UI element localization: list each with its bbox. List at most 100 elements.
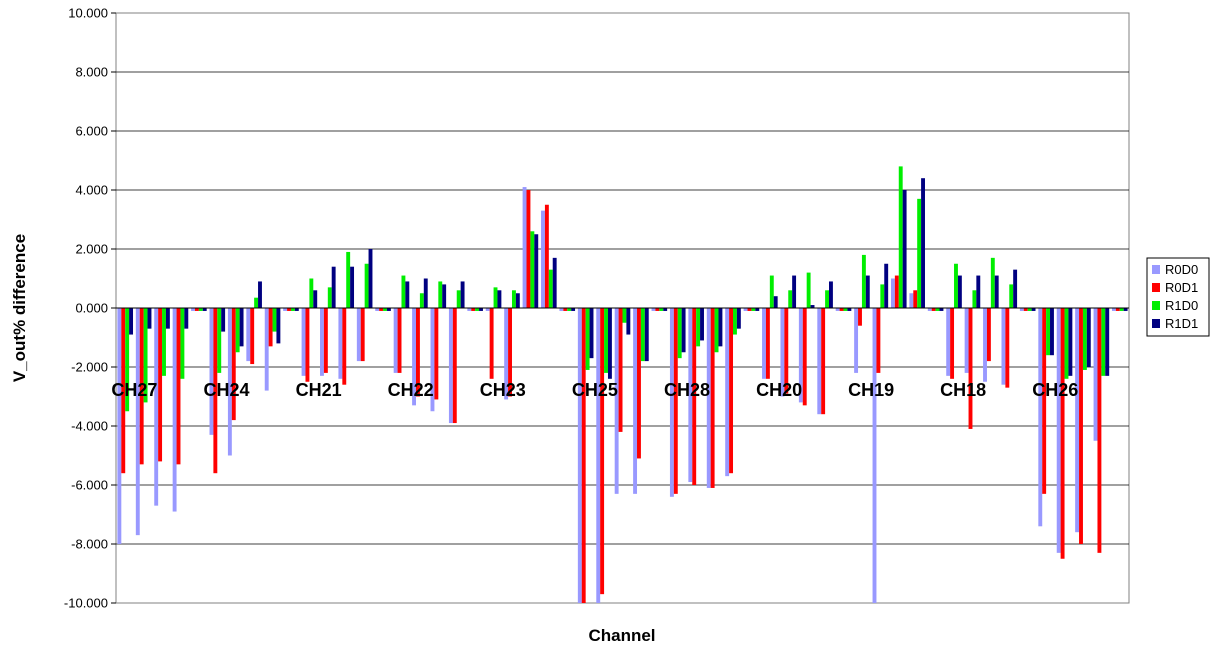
- bar-r1d0: [714, 308, 719, 353]
- bar-r0d0: [448, 308, 453, 424]
- bar-r1d0: [585, 308, 590, 370]
- bar-r1d1: [902, 190, 907, 308]
- bar-r1d1: [331, 266, 336, 308]
- bar-r0d1: [452, 308, 457, 424]
- bar-r0d0: [264, 308, 269, 391]
- bar-r1d0: [696, 308, 701, 347]
- bar-r1d1: [239, 308, 244, 347]
- y-tick-label: 2.000: [75, 242, 108, 257]
- bar-r1d1: [736, 308, 741, 329]
- bar-r1d0: [990, 257, 995, 308]
- bar-r0d1: [526, 190, 531, 308]
- bar-r0d1: [637, 308, 641, 459]
- x-axis-title: Channel: [588, 626, 655, 645]
- bar-r0d0: [559, 308, 564, 311]
- bar-r1d1: [626, 308, 631, 335]
- bar-r1d0: [235, 308, 240, 353]
- bar-r0d0: [541, 210, 545, 308]
- bar-r1d1: [534, 234, 539, 308]
- bar-r1d1: [202, 308, 207, 311]
- bar-r0d1: [839, 308, 844, 311]
- bar-r0d0: [209, 308, 214, 435]
- bar-r0d1: [342, 308, 347, 385]
- bar-r0d0: [706, 308, 711, 488]
- bar-r0d1: [250, 308, 255, 365]
- category-label: CH20: [756, 380, 802, 400]
- bar-r1d0: [935, 308, 940, 311]
- bar-r0d1: [434, 308, 439, 400]
- bar-r0d1: [581, 308, 586, 603]
- y-tick-label: -8.000: [71, 537, 108, 552]
- category-label: CH26: [1032, 380, 1078, 400]
- bar-r0d0: [320, 308, 324, 376]
- legend: R0D0 R0D1 R1D0 R1D1: [1146, 257, 1210, 337]
- bar-r1d0: [1009, 284, 1014, 308]
- bar-r1d0: [954, 263, 958, 308]
- bar-r0d0: [1056, 308, 1061, 553]
- bar-r1d0: [493, 287, 498, 308]
- bar-r0d0: [798, 308, 803, 403]
- bar-r1d1: [479, 308, 483, 311]
- bar-r1d0: [327, 287, 332, 308]
- bar-r0d0: [614, 308, 619, 494]
- bar-r0d1: [1042, 308, 1047, 494]
- category-label: CH22: [388, 380, 434, 400]
- bar-r1d1: [552, 257, 557, 308]
- bar-r1d1: [773, 296, 778, 308]
- bar-r1d0: [1082, 308, 1087, 370]
- legend-swatch: [1152, 265, 1160, 274]
- bar-r1d1: [147, 308, 152, 329]
- bar-r0d1: [489, 308, 494, 379]
- bar-r0d0: [743, 308, 748, 311]
- bar-r0d1: [858, 308, 862, 326]
- bar-r1d0: [548, 269, 553, 308]
- bar-r1d0: [198, 308, 203, 311]
- bar-r0d1: [360, 308, 365, 362]
- bar-r1d0: [475, 308, 480, 311]
- bar-r0d0: [835, 308, 840, 311]
- bar-r0d1: [968, 308, 973, 429]
- bar-r1d0: [1027, 308, 1032, 311]
- bar-r0d0: [780, 308, 785, 397]
- bar-r1d1: [847, 308, 852, 311]
- bar-r1d1: [1013, 269, 1018, 308]
- y-tick-label: 6.000: [75, 124, 108, 139]
- bar-r1d0: [880, 284, 885, 308]
- y-tick-label: 10.000: [68, 6, 108, 21]
- bar-r1d0: [622, 308, 627, 323]
- bar-r1d1: [607, 308, 612, 379]
- bar-r0d0: [338, 308, 343, 379]
- bar-r0d0: [927, 308, 932, 311]
- bar-r0d1: [508, 308, 512, 397]
- category-label: CH24: [203, 380, 249, 400]
- bar-r0d1: [1097, 308, 1102, 553]
- bar-r0d1: [673, 308, 678, 494]
- bar-r0d0: [669, 308, 674, 497]
- bar-r0d1: [231, 308, 236, 421]
- bar-r0d1: [1023, 308, 1028, 311]
- bar-r1d0: [125, 308, 130, 412]
- category-label: CH27: [111, 380, 157, 400]
- bar-r0d1: [1005, 308, 1010, 388]
- y-tick-label: -4.000: [71, 419, 108, 434]
- bar-r0d0: [283, 308, 288, 311]
- bar-r0d0: [725, 308, 730, 477]
- bar-r0d0: [817, 308, 822, 415]
- bar-r0d0: [596, 308, 601, 603]
- bar-r0d1: [416, 308, 420, 397]
- bar-r1d0: [843, 308, 848, 311]
- bar-r1d1: [1068, 308, 1073, 376]
- bar-r1d1: [681, 308, 686, 353]
- bar-r1d0: [788, 290, 793, 308]
- bar-r0d0: [1019, 308, 1024, 311]
- bar-r0d0: [1001, 308, 1006, 385]
- bar-r1d1: [184, 308, 189, 329]
- bar-r1d1: [405, 281, 410, 308]
- bar-r0d0: [301, 308, 306, 376]
- y-tick-label: -10.000: [64, 596, 108, 611]
- bar-r0d0: [577, 308, 582, 603]
- bar-r1d1: [1050, 308, 1054, 356]
- bar-r1d1: [423, 278, 428, 308]
- bar-r0d0: [890, 278, 895, 308]
- bar-r0d1: [305, 308, 310, 382]
